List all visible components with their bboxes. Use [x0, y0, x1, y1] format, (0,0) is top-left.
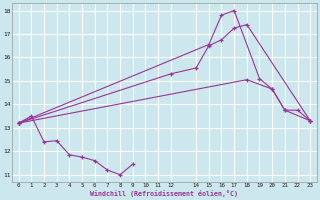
- X-axis label: Windchill (Refroidissement éolien,°C): Windchill (Refroidissement éolien,°C): [91, 190, 238, 197]
